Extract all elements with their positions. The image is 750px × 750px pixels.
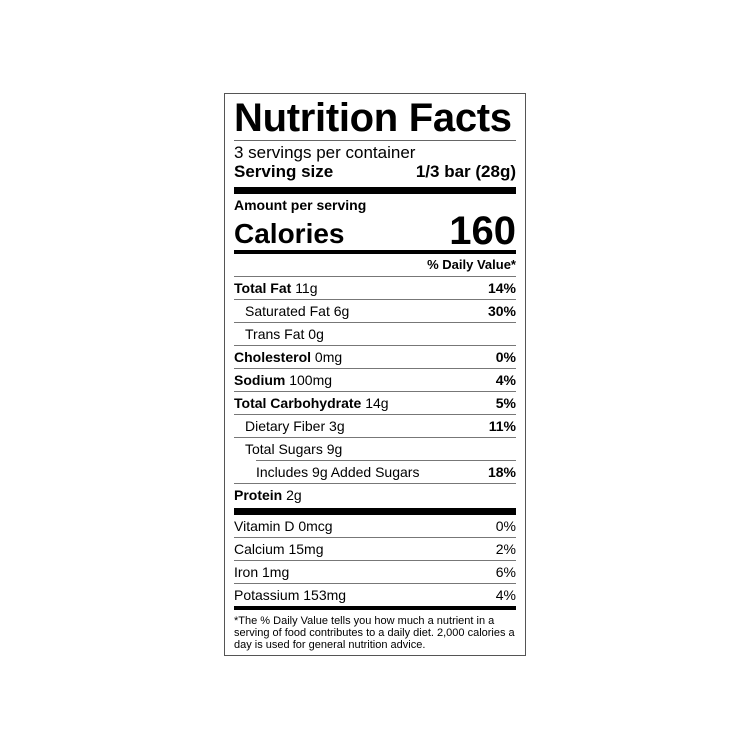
vitamin-daily-value: 2%	[495, 541, 516, 557]
nutrient-label: Trans Fat	[245, 326, 305, 342]
footnote: *The % Daily Value tells you how much a …	[234, 615, 515, 651]
nutrient-name: Total Sugars 9g	[234, 438, 342, 460]
nutrient-row: Dietary Fiber 3g 11%	[234, 414, 516, 437]
nutrient-daily-value: 0%	[495, 349, 516, 365]
nutrient-row: Total Carbohydrate 14g 5%	[234, 391, 516, 414]
nutrient-name: Sodium 100mg	[234, 369, 332, 391]
amount-per-serving: Amount per serving	[234, 197, 367, 213]
nutrient-daily-value: 18%	[487, 464, 516, 480]
vitamin-list: Vitamin D 0mcg 0% Calcium 15mg 2% Iron 1mg 6%…	[234, 515, 516, 606]
nutrient-label: Total Fat	[234, 280, 292, 296]
nutrient-label: Saturated Fat	[245, 303, 330, 319]
vitamin-daily-value: 0%	[495, 518, 516, 534]
nutrient-name: Trans Fat 0g	[234, 323, 324, 345]
vitamin-name: Iron 1mg	[234, 564, 290, 580]
calories-value: 160	[449, 209, 516, 253]
vitamin-daily-value: 4%	[495, 587, 516, 603]
vitamin-name: Calcium 15mg	[234, 541, 324, 557]
nutrient-name: Cholesterol 0mg	[234, 346, 342, 368]
nutrient-label: Includes 9g Added Sugars	[256, 464, 420, 480]
vitamin-name: Vitamin D 0mcg	[234, 518, 333, 534]
nutrient-row: Total Sugars 9g	[234, 437, 516, 460]
thick-divider	[234, 508, 516, 515]
label-title: Nutrition Facts	[234, 96, 512, 140]
thick-divider	[234, 187, 516, 194]
nutrient-row: Saturated Fat 6g 30%	[234, 299, 516, 322]
serving-size: Serving size 1/3 bar (28g)	[234, 162, 516, 182]
nutrient-amount: 11g	[295, 280, 318, 296]
nutrient-label: Dietary Fiber	[245, 418, 326, 434]
nutrient-name: Total Fat 11g	[234, 277, 318, 299]
nutrient-name: Protein 2g	[234, 484, 302, 506]
nutrient-row: Protein 2g	[234, 483, 516, 506]
calories-row: Calories 160	[234, 209, 516, 253]
nutrient-name: Dietary Fiber 3g	[234, 415, 345, 437]
calories-label: Calories	[234, 218, 345, 249]
nutrient-name: Total Carbohydrate 14g	[234, 392, 389, 414]
daily-value-header: % Daily Value*	[427, 257, 516, 272]
nutrient-amount: 100mg	[289, 372, 333, 388]
nutrient-daily-value: 5%	[495, 395, 516, 411]
nutrient-amount: 6g	[333, 303, 350, 319]
nutrient-list: Total Fat 11g 14% Saturated Fat 6g 30% Trans…	[234, 276, 516, 506]
nutrient-label: Cholesterol	[234, 349, 312, 365]
nutrient-row: Cholesterol 0mg 0%	[234, 345, 516, 368]
nutrient-amount: 0mg	[314, 349, 343, 365]
nutrient-row: Total Fat 11g 14%	[234, 276, 516, 299]
nutrient-daily-value: 4%	[495, 372, 516, 388]
medium-divider	[234, 250, 516, 254]
vitamin-row: Vitamin D 0mcg 0%	[234, 515, 516, 537]
nutrient-amount: 9g	[326, 441, 343, 457]
nutrient-label: Total Carbohydrate	[234, 395, 362, 411]
nutrient-amount: 0g	[308, 326, 324, 342]
nutrition-facts-label: Nutrition Facts 3 servings per container…	[224, 93, 526, 656]
divider	[234, 140, 516, 141]
serving-size-label: Serving size	[234, 162, 334, 181]
nutrient-label: Sodium	[234, 372, 286, 388]
nutrient-amount: 2g	[286, 487, 302, 503]
nutrient-row: Sodium 100mg 4%	[234, 368, 516, 391]
nutrient-row: Trans Fat 0g	[234, 322, 516, 345]
nutrient-daily-value: 11%	[488, 418, 516, 434]
nutrient-daily-value: 14%	[487, 280, 516, 296]
nutrient-label: Protein	[234, 487, 283, 503]
nutrient-name: Saturated Fat 6g	[234, 300, 349, 322]
serving-size-value: 1/3 bar (28g)	[415, 162, 516, 181]
nutrient-daily-value: 30%	[487, 303, 516, 319]
vitamin-name: Potassium 153mg	[234, 587, 347, 603]
nutrient-amount: 3g	[329, 418, 345, 434]
nutrient-label: Total Sugars	[245, 441, 323, 457]
vitamin-daily-value: 6%	[495, 564, 516, 580]
medium-divider	[234, 606, 516, 610]
nutrient-amount: 14g	[365, 395, 389, 411]
nutrient-name: Includes 9g Added Sugars	[256, 461, 419, 483]
vitamin-row: Calcium 15mg 2%	[234, 537, 516, 560]
nutrient-row: Includes 9g Added Sugars 18%	[256, 460, 516, 483]
vitamin-row: Potassium 153mg 4%	[234, 583, 516, 606]
servings-per-container: 3 servings per container	[234, 143, 416, 162]
vitamin-row: Iron 1mg 6%	[234, 560, 516, 583]
